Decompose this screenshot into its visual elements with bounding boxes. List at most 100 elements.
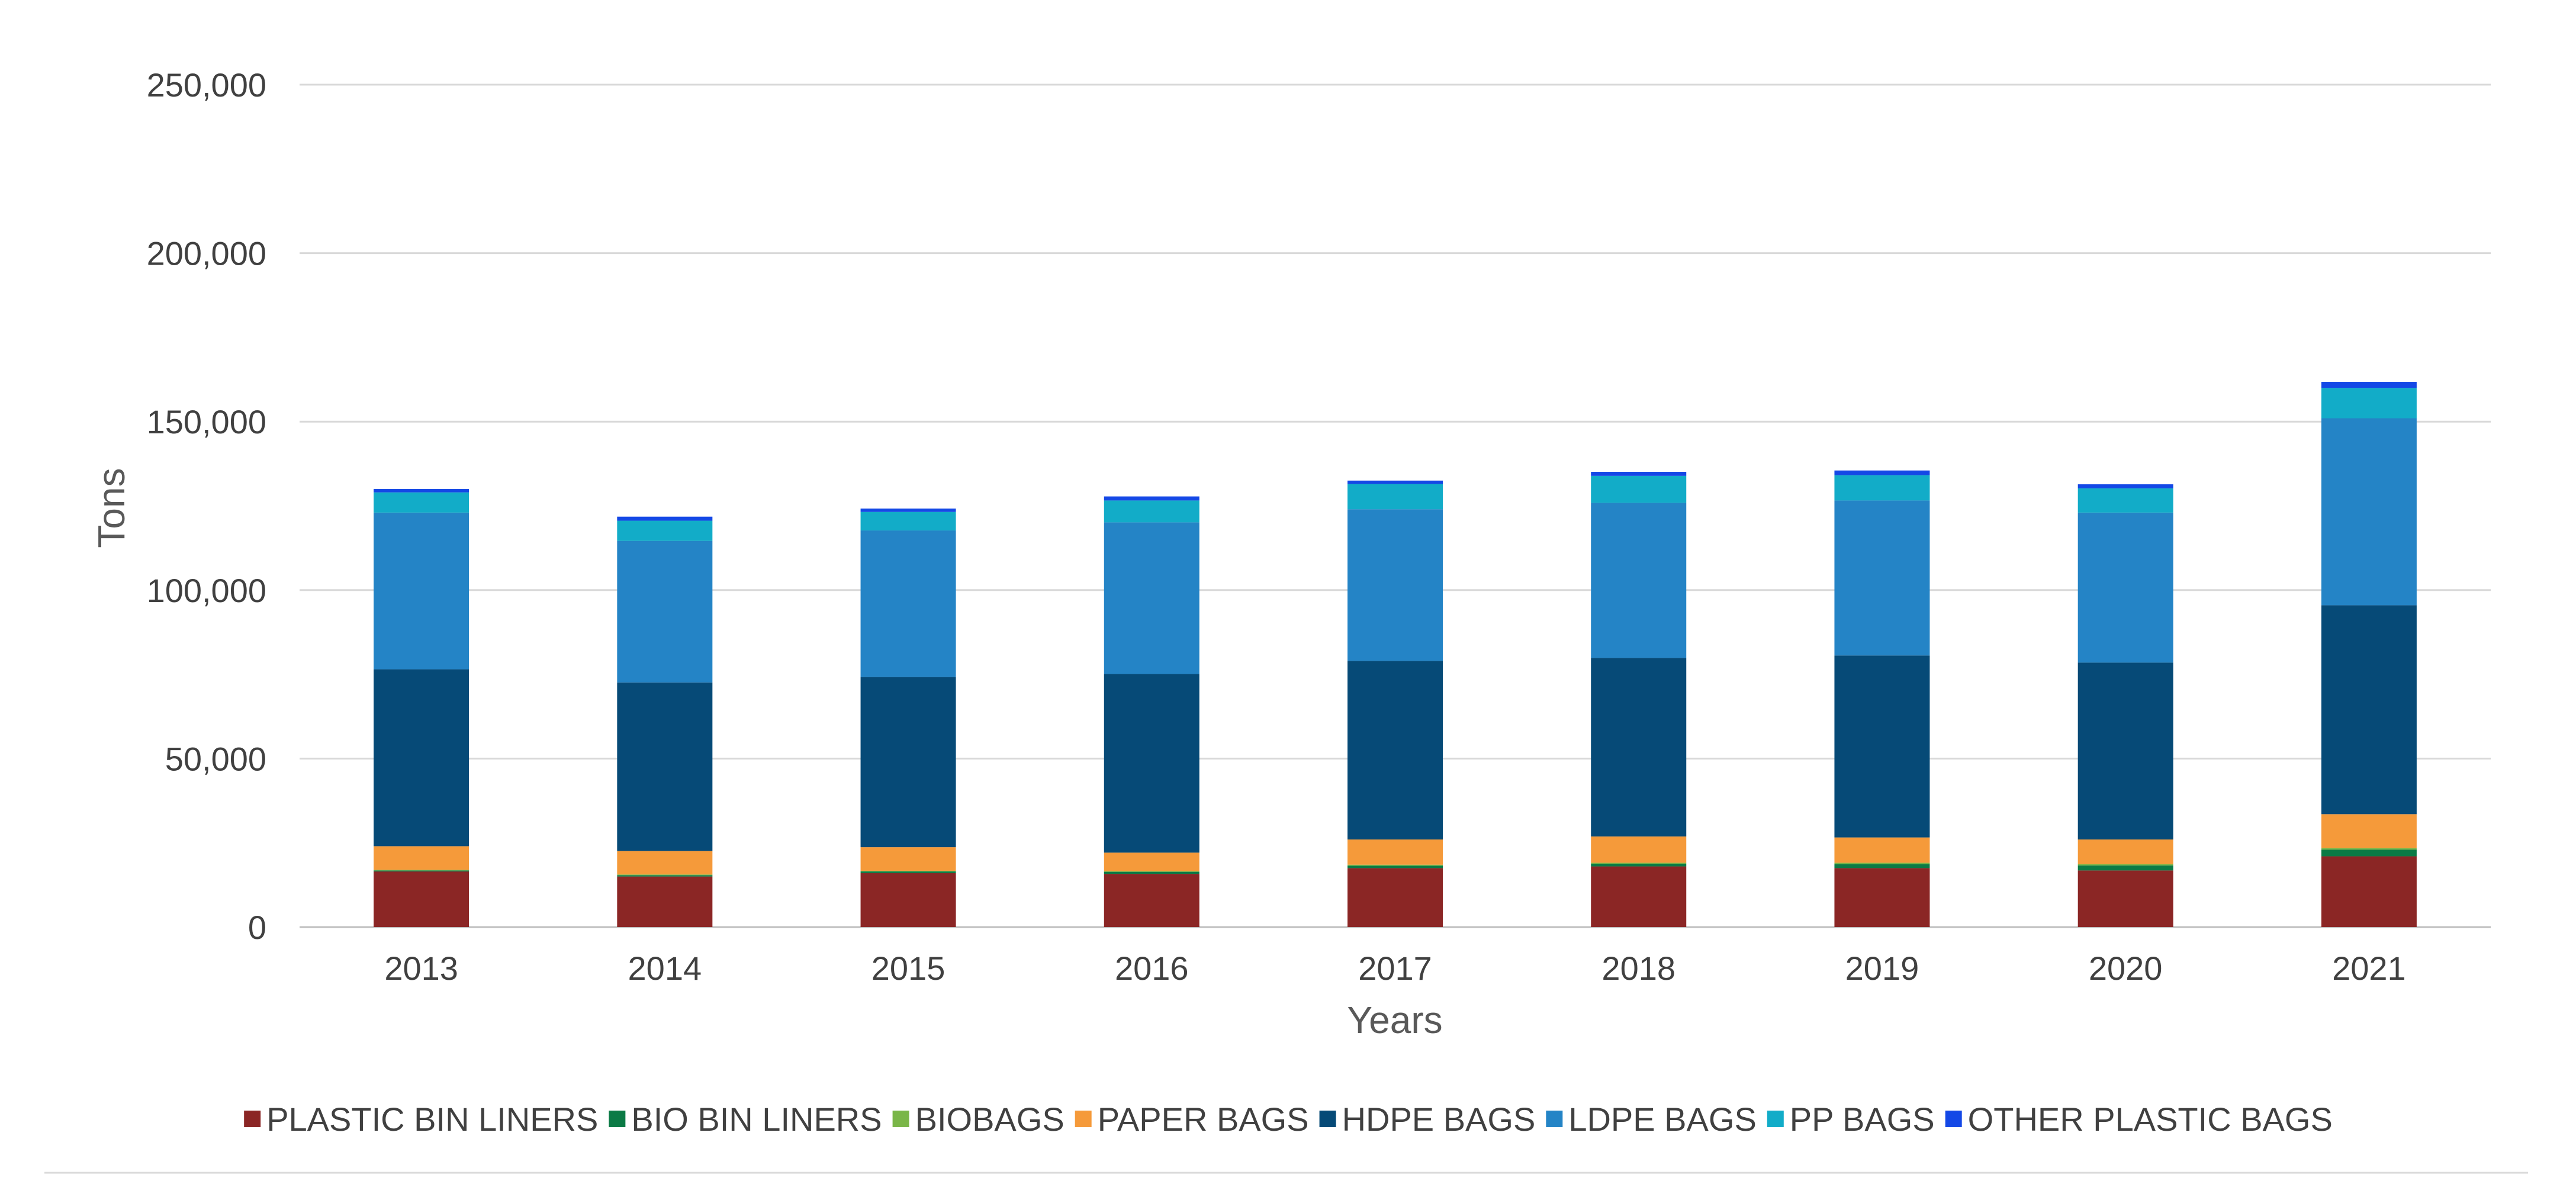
bar-segment-other-plastic-bags — [2077, 484, 2173, 488]
bars — [374, 382, 2417, 927]
x-axis-ticks: 2013 2014 2015 2016 2017 2018 2019 2020 2021 — [384, 950, 2405, 987]
bar-segment-plastic-bin-liners — [1104, 874, 1199, 927]
bar-segment-plastic-bin-liners — [860, 873, 956, 927]
bar-segment-ldpe-bags — [2077, 512, 2173, 663]
bar-segment-other-plastic-bags — [1834, 470, 1930, 475]
bar-segment-bio-bin-liners — [1834, 864, 1930, 868]
bar-segment-hdpe-bags — [2077, 662, 2173, 840]
bar-segment-plastic-bin-liners — [1348, 868, 1443, 927]
y-tick-label: 200,000 — [147, 235, 266, 272]
legend-label: PAPER BAGS — [1098, 1101, 1309, 1138]
bar-segment-paper-bags — [860, 847, 956, 871]
legend-swatch — [609, 1111, 626, 1127]
bar-segment-pp-bags — [1834, 475, 1930, 501]
legend-item: OTHER PLASTIC BAGS — [1945, 1101, 2333, 1138]
legend-label: PLASTIC BIN LINERS — [266, 1101, 598, 1138]
bar-segment-bio-bin-liners — [1591, 863, 1687, 867]
bar-segment-plastic-bin-liners — [374, 871, 469, 927]
bar-segment-bio-bin-liners — [860, 871, 956, 873]
bar-segment-paper-bags — [1834, 837, 1930, 863]
bar-segment-other-plastic-bags — [1591, 472, 1687, 476]
legend-label: OTHER PLASTIC BAGS — [1968, 1101, 2333, 1138]
x-tick-label: 2020 — [2089, 950, 2163, 987]
bar-segment-pp-bags — [374, 492, 469, 513]
bar-segment-ldpe-bags — [1834, 500, 1930, 656]
bar-stack-2018 — [1591, 472, 1687, 927]
y-tick-label: 250,000 — [147, 66, 266, 104]
bar-segment-other-plastic-bags — [860, 509, 956, 512]
legend-swatch — [1546, 1111, 1563, 1127]
x-axis-title: Years — [1347, 999, 1442, 1041]
bar-segment-hdpe-bags — [2321, 605, 2417, 815]
bar-segment-hdpe-bags — [1834, 655, 1930, 838]
bar-stack-2017 — [1348, 480, 1443, 927]
bar-segment-ldpe-bags — [1104, 522, 1199, 674]
bar-segment-pp-bags — [860, 511, 956, 531]
bar-segment-bio-bin-liners — [1104, 871, 1199, 874]
legend-swatch — [244, 1111, 261, 1127]
x-tick-label: 2018 — [1601, 950, 1675, 987]
bar-segment-ldpe-bags — [1591, 503, 1687, 658]
legend-swatch — [1945, 1111, 1962, 1127]
legend-label: BIOBAGS — [915, 1101, 1065, 1138]
bar-segment-ldpe-bags — [617, 541, 713, 683]
bar-segment-biobags — [1104, 871, 1199, 872]
legend-item: BIOBAGS — [892, 1101, 1065, 1138]
bar-segment-plastic-bin-liners — [617, 876, 713, 927]
legend-swatch — [1319, 1111, 1336, 1127]
legend-label: PP BAGS — [1790, 1101, 1935, 1138]
legend-label: BIO BIN LINERS — [631, 1101, 882, 1138]
bar-segment-paper-bags — [2321, 814, 2417, 848]
bar-stack-2021 — [2321, 382, 2417, 927]
bar-segment-other-plastic-bags — [1348, 480, 1443, 484]
x-tick-label: 2017 — [1358, 950, 1432, 987]
bar-segment-other-plastic-bags — [2321, 382, 2417, 388]
legend-item: PP BAGS — [1767, 1101, 1935, 1138]
legend: PLASTIC BIN LINERS BIO BIN LINERS BIOBAGS P… — [244, 1101, 2333, 1138]
bar-stack-2015 — [860, 509, 956, 927]
bar-segment-hdpe-bags — [374, 669, 469, 847]
bar-stack-2014 — [617, 516, 713, 927]
bar-segment-ldpe-bags — [374, 512, 469, 670]
y-tick-label: 150,000 — [147, 403, 266, 440]
bar-segment-pp-bags — [617, 520, 713, 541]
x-tick-label: 2015 — [871, 950, 946, 987]
bar-segment-bio-bin-liners — [374, 870, 469, 872]
bar-segment-pp-bags — [1348, 484, 1443, 510]
bar-segment-biobags — [617, 874, 713, 876]
legend-item: PLASTIC BIN LINERS — [244, 1101, 598, 1138]
bar-segment-biobags — [2077, 864, 2173, 866]
legend-item: HDPE BAGS — [1319, 1101, 1535, 1138]
legend-item: PAPER BAGS — [1075, 1101, 1309, 1138]
bar-segment-plastic-bin-liners — [2321, 856, 2417, 927]
bar-segment-pp-bags — [2321, 388, 2417, 419]
y-tick-label: 100,000 — [147, 572, 266, 609]
bar-segment-paper-bags — [1591, 836, 1687, 863]
bar-segment-biobags — [2321, 848, 2417, 850]
bar-segment-paper-bags — [374, 846, 469, 870]
y-tick-label: 50,000 — [165, 740, 266, 777]
bar-segment-hdpe-bags — [1104, 674, 1199, 853]
legend-swatch — [1075, 1111, 1092, 1127]
bar-segment-hdpe-bags — [860, 677, 956, 848]
bar-segment-bio-bin-liners — [2077, 865, 2173, 871]
y-axis-title: Tons — [90, 468, 133, 548]
x-tick-label: 2014 — [628, 950, 702, 987]
bar-stack-2013 — [374, 489, 469, 927]
bar-segment-biobags — [1591, 863, 1687, 864]
bar-segment-other-plastic-bags — [374, 489, 469, 493]
bar-segment-paper-bags — [617, 851, 713, 875]
bar-segment-bio-bin-liners — [617, 875, 713, 877]
bar-segment-ldpe-bags — [2321, 418, 2417, 606]
bar-segment-pp-bags — [2077, 488, 2173, 513]
bar-segment-other-plastic-bags — [1104, 496, 1199, 501]
bar-segment-plastic-bin-liners — [1591, 866, 1687, 927]
x-tick-label: 2021 — [2332, 950, 2406, 987]
bar-segment-ldpe-bags — [860, 530, 956, 677]
bar-segment-bio-bin-liners — [2321, 850, 2417, 857]
bar-segment-plastic-bin-liners — [2077, 870, 2173, 927]
bar-stack-2016 — [1104, 496, 1199, 927]
y-tick-label: 0 — [248, 909, 266, 946]
